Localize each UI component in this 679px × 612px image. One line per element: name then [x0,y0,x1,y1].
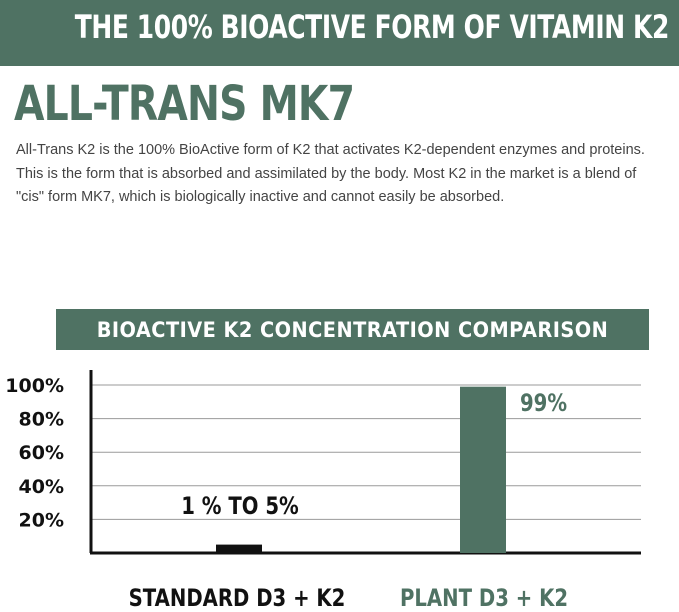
chart-title-box: BIOACTIVE K2 CONCENTRATION COMPARISON [56,309,649,350]
banner-title: THE 100% BIOACTIVE FORM OF VITAMIN K2 [74,8,670,46]
category-label: STANDARD D3 + K2 [129,585,346,612]
bar [460,386,506,553]
category-label: PLANT D3 + K2 [400,585,568,612]
y-tick-label: 40% [19,476,64,498]
y-tick-label: 20% [19,509,64,531]
page-title: ALL-TRANS MK7 [14,76,355,132]
description-paragraph: All-Trans K2 is the 100% BioActive form … [16,142,645,205]
bar-chart: 20% 40% 60% 80% 100% 1 % TO 5% 99% STANDARD D3 … [5,370,641,612]
y-tick-label: 80% [19,409,64,431]
chart-title: BIOACTIVE K2 CONCENTRATION COMPARISON [96,318,609,342]
data-label: 99% [520,390,567,417]
y-tick-label: 60% [19,442,64,464]
bar [216,544,262,553]
y-tick-label: 100% [5,375,64,397]
data-label: 1 % TO 5% [181,493,299,520]
top-banner: THE 100% BIOACTIVE FORM OF VITAMIN K2 [0,0,679,66]
